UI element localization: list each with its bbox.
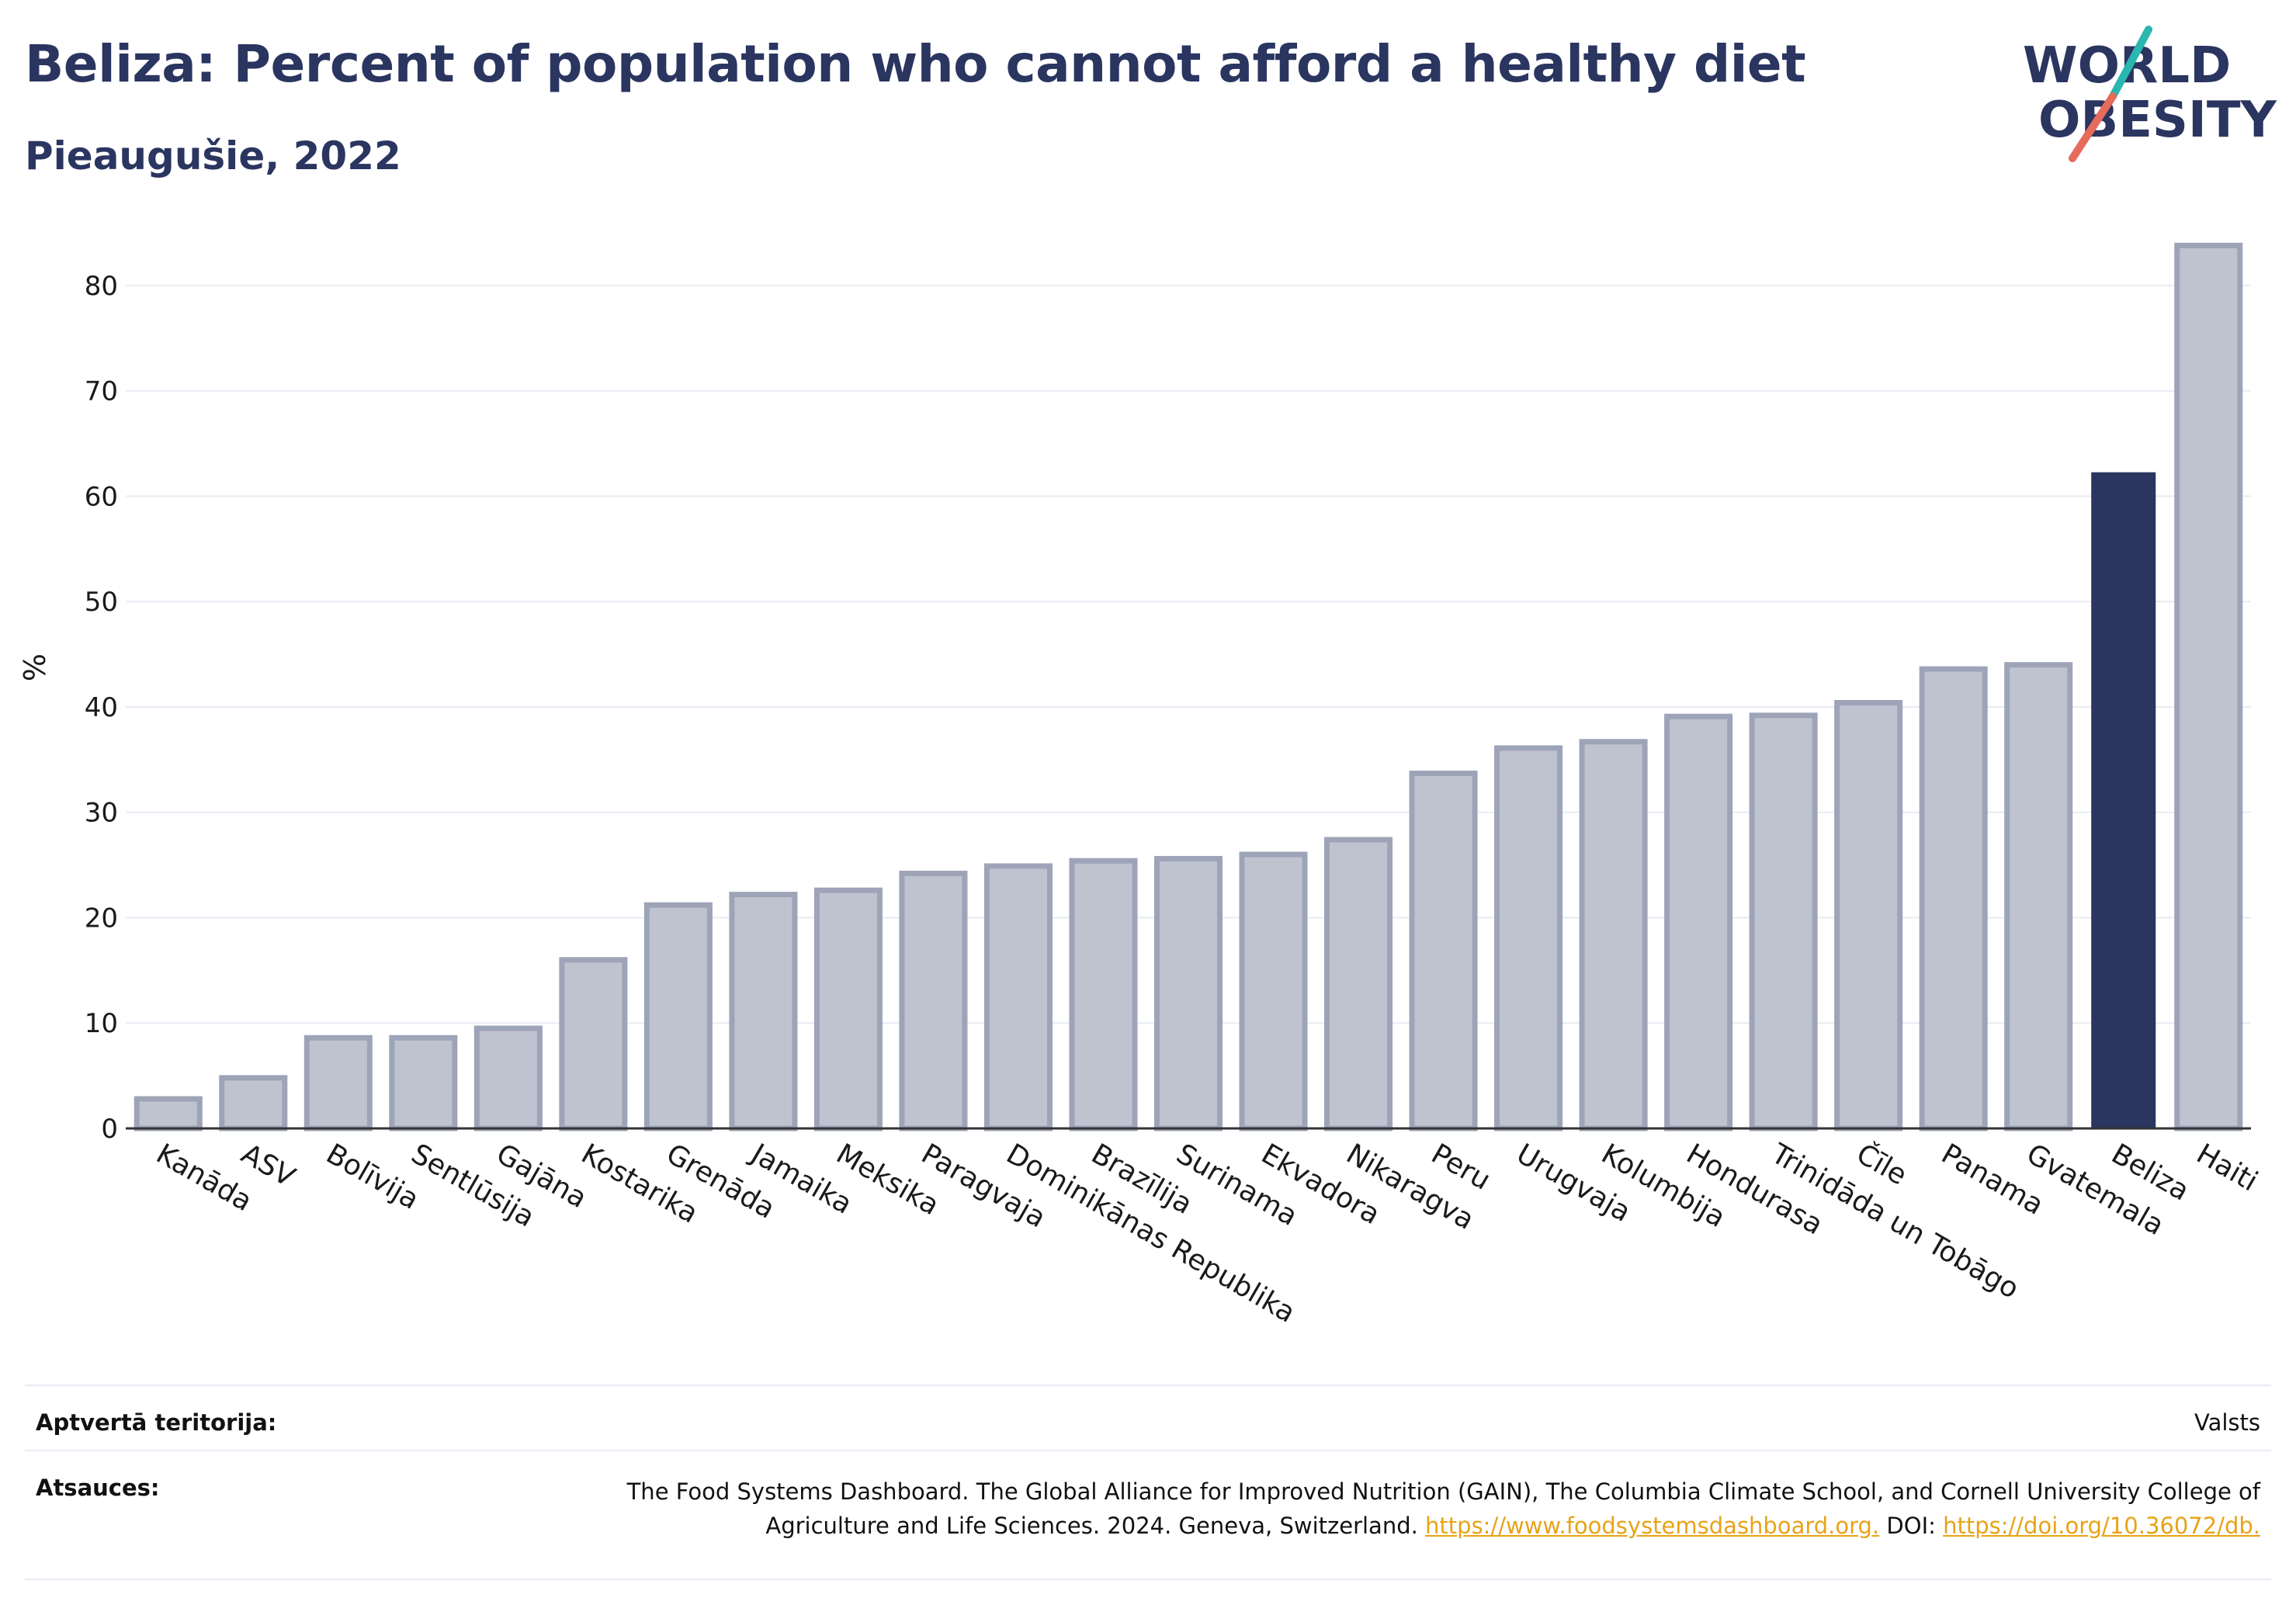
y-tick-label: 20	[85, 903, 118, 934]
y-tick-label: 70	[85, 376, 118, 407]
bars	[134, 242, 2243, 1132]
y-tick-label: 0	[101, 1114, 118, 1145]
logo-text-obesity: OBESITY	[2038, 92, 2277, 149]
bar-ekvadora[interactable]	[1239, 851, 1308, 1132]
footer-divider-bottom	[25, 1579, 2271, 1580]
y-axis-ticks: 0 10 20 30 40 50 60 70 80	[85, 271, 118, 1145]
sources-doi-label: DOI:	[1886, 1513, 1936, 1539]
bar-paragvaja[interactable]	[899, 870, 968, 1132]
bar-kolumbija[interactable]	[1579, 739, 1648, 1132]
y-tick-label: 30	[85, 798, 118, 829]
y-tick-label: 10	[85, 1008, 118, 1039]
sources-link-doi[interactable]: https://doi.org/10.36072/db.	[1943, 1513, 2260, 1539]
y-tick-label: 40	[85, 692, 118, 723]
x-tick-label: Haiti	[2191, 1138, 2263, 1197]
bar-grenāda[interactable]	[643, 902, 713, 1132]
y-tick-label: 80	[85, 271, 118, 302]
bar-panama[interactable]	[1919, 666, 1988, 1132]
bar-beliza[interactable]	[2091, 472, 2156, 1129]
bar-haiti[interactable]	[2174, 242, 2243, 1132]
sources-label: Atsauces:	[36, 1475, 160, 1501]
sources-citation: The Food Systems Dashboard. The Global A…	[626, 1478, 2260, 1539]
bar-gvatemala[interactable]	[2004, 662, 2073, 1132]
world-obesity-logo: WORLD OBESITY	[2023, 26, 2277, 162]
bar-kostarika[interactable]	[559, 957, 628, 1132]
bar-dominikānas-republika[interactable]	[983, 863, 1053, 1132]
sources-text: The Food Systems Dashboard. The Global A…	[553, 1475, 2260, 1543]
bar-bolīvija[interactable]	[303, 1035, 373, 1132]
bar-jamaika[interactable]	[729, 892, 798, 1132]
y-tick-label: 60	[85, 481, 118, 512]
bar-gajāna[interactable]	[473, 1025, 543, 1132]
bar-sentlūsija[interactable]	[389, 1035, 458, 1132]
bar-urugvaja[interactable]	[1494, 745, 1563, 1132]
bar-brazīlija[interactable]	[1069, 858, 1138, 1132]
bar-nikaragva[interactable]	[1324, 837, 1393, 1132]
bar-asv[interactable]	[219, 1075, 288, 1132]
bar-meksika[interactable]	[813, 887, 883, 1132]
bar-peru[interactable]	[1409, 770, 1478, 1132]
logo-slash-teal	[2109, 26, 2152, 100]
coverage-value: Valsts	[2194, 1409, 2260, 1436]
footer-divider-top	[25, 1385, 2271, 1386]
bar-trinidāda-un-tobāgo[interactable]	[1749, 712, 1818, 1132]
bar-čīle[interactable]	[1834, 700, 1903, 1132]
x-tick-label: Kanāda	[151, 1138, 257, 1218]
y-axis-label: %	[18, 653, 52, 681]
coverage-label: Aptvertā teritorija:	[36, 1409, 277, 1436]
bar-hondurasa[interactable]	[1664, 713, 1733, 1132]
sources-link-dashboard[interactable]: https://www.foodsystemsdashboard.org.	[1425, 1513, 1880, 1539]
x-tick-label: Bolīvija	[321, 1138, 424, 1216]
bar-surinama[interactable]	[1153, 855, 1223, 1132]
footer-divider-middle	[25, 1450, 2271, 1451]
chart-title: Beliza: Percent of population who cannot…	[25, 34, 1806, 94]
bar-kanāda[interactable]	[134, 1096, 203, 1132]
logo-slash-red	[2069, 92, 2117, 162]
y-tick-label: 50	[85, 587, 118, 618]
chart-subtitle: Pieaugušie, 2022	[25, 133, 401, 178]
